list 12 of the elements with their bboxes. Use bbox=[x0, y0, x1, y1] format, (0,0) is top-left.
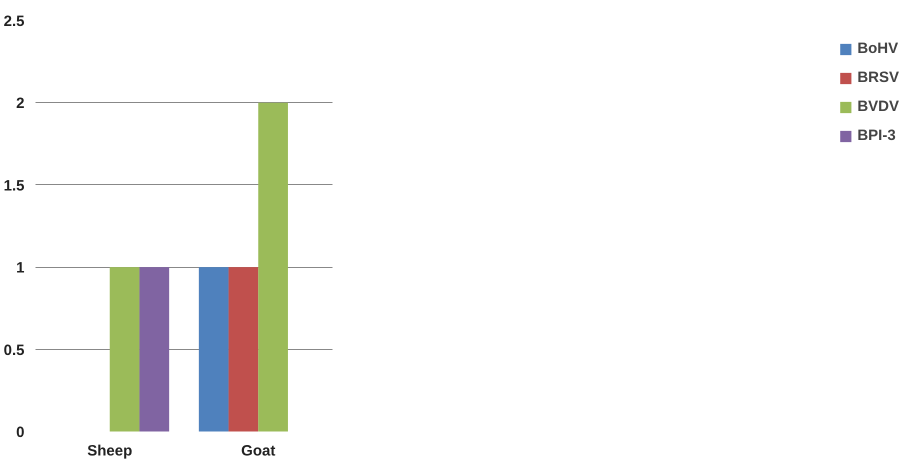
y-tick-label: 2.5 bbox=[4, 13, 25, 30]
legend-label: BVDV bbox=[857, 98, 899, 115]
y-tick-label: 0.5 bbox=[4, 342, 25, 359]
legend-label: BRSV bbox=[857, 69, 899, 86]
y-tick-label: 0 bbox=[16, 424, 24, 441]
x-tick-label: Goat bbox=[241, 442, 276, 460]
y-tick-label: 1 bbox=[16, 260, 24, 277]
y-tick-label: 1.5 bbox=[4, 177, 25, 194]
x-tick-label: Sheep bbox=[87, 442, 132, 460]
y-tick-label: 2 bbox=[16, 95, 24, 112]
legend-label: BoHV bbox=[857, 40, 898, 57]
legend-label: BPI-3 bbox=[857, 127, 896, 144]
